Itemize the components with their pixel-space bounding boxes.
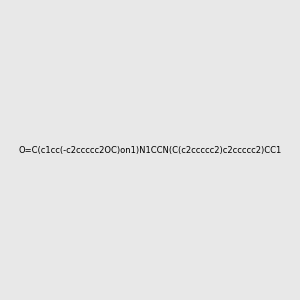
- Text: O=C(c1cc(-c2ccccc2OC)on1)N1CCN(C(c2ccccc2)c2ccccc2)CC1: O=C(c1cc(-c2ccccc2OC)on1)N1CCN(C(c2ccccc…: [18, 146, 282, 154]
